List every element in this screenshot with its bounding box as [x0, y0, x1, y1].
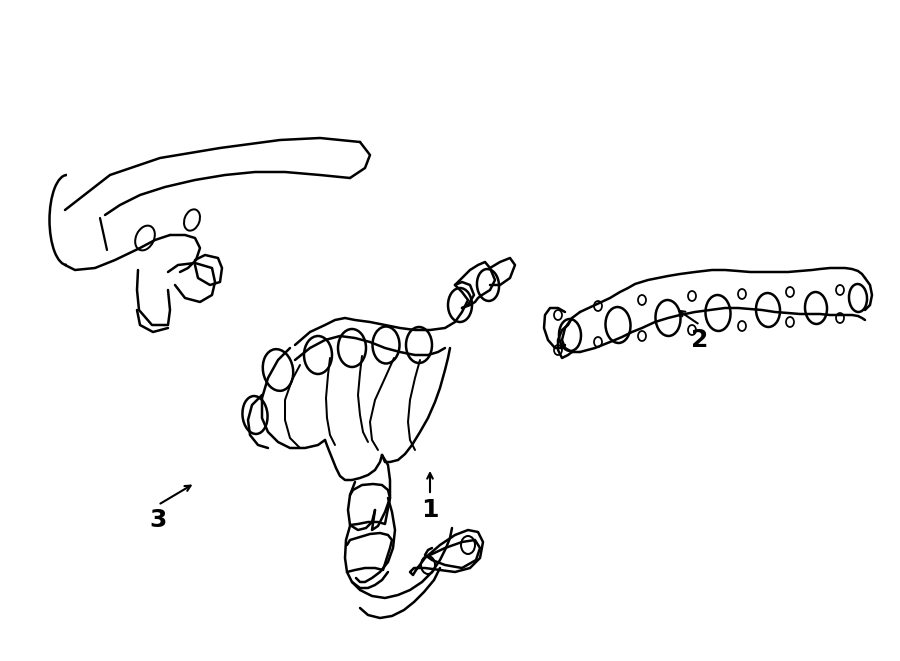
Text: 1: 1 [421, 498, 439, 522]
Text: 3: 3 [149, 508, 166, 532]
Text: 2: 2 [691, 328, 708, 352]
